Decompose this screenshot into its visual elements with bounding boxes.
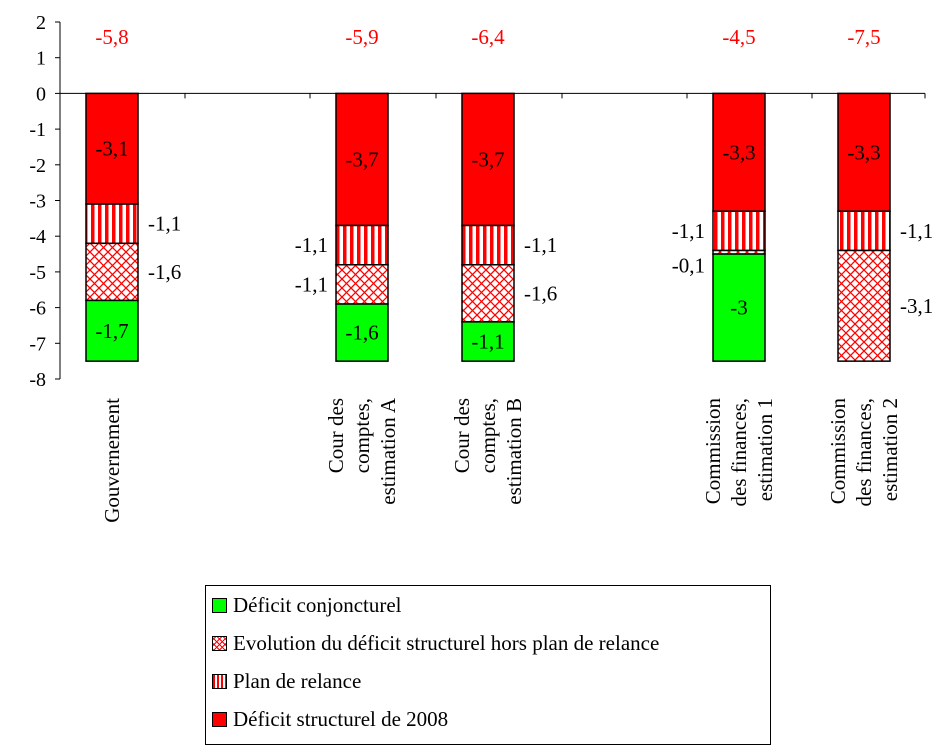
category-label-line: des finances, xyxy=(727,398,751,506)
total-label: -4,5 xyxy=(722,25,755,49)
y-tick-label: 1 xyxy=(36,48,46,70)
data-label: -1,1 xyxy=(295,272,328,296)
data-label: -3 xyxy=(730,296,748,320)
category-label-line: Commission xyxy=(701,398,725,505)
legend-label: Déficit structurel de 2008 xyxy=(233,706,449,731)
legend-item: Evolution du déficit structurel hors pla… xyxy=(212,629,659,657)
total-label: -6,4 xyxy=(471,25,505,49)
data-label: -3,1 xyxy=(900,294,933,318)
y-tick-label: -4 xyxy=(29,226,46,248)
category-label-line: comptes, xyxy=(350,398,374,473)
legend-item: Déficit structurel de 2008 xyxy=(212,705,448,733)
category-label: Cour des comptes, estimation A xyxy=(324,397,400,505)
bar-segment xyxy=(335,92,389,227)
bar-segment xyxy=(837,210,891,252)
data-label: -1,6 xyxy=(345,321,378,345)
category-label-line: Gouvernement xyxy=(100,398,124,523)
total-label: -5,8 xyxy=(95,25,128,49)
legend-label: Plan de relance xyxy=(233,668,362,693)
y-tick-label: 2 xyxy=(36,12,46,34)
data-label: -3,3 xyxy=(722,140,755,164)
total-label: -5,9 xyxy=(345,25,378,49)
category-label-line: Cour des xyxy=(324,398,348,473)
category-label-line: estimation 1 xyxy=(753,398,777,501)
category-label-line: comptes, xyxy=(476,398,500,473)
category-label: Cour des comptes, estimation B xyxy=(450,398,526,505)
data-label: -1,1 xyxy=(471,330,504,354)
chart: 2 1 0 -1 -2 -3 -4 -5 -6 -7 -8 -3,1 -1,1 -1,6 -1,7 -5,8… xyxy=(29,12,933,523)
category-label-line: des finances, xyxy=(852,398,876,506)
y-tick-label: -3 xyxy=(29,191,46,213)
total-label: -7,5 xyxy=(847,25,880,49)
legend: Déficit conjoncturel Evolution du déficit… xyxy=(205,585,771,745)
data-label: -0,1 xyxy=(672,253,705,277)
bar-segment xyxy=(461,92,515,227)
bar-segment xyxy=(85,92,139,205)
bar-segment xyxy=(85,203,139,245)
data-label: -1,1 xyxy=(672,219,705,243)
category-label-line: Cour des xyxy=(450,398,474,473)
bar-segment xyxy=(712,92,766,212)
bar-segment xyxy=(85,242,139,302)
bar-segment xyxy=(461,321,515,362)
data-label: -1,6 xyxy=(148,260,181,284)
legend-label: Déficit conjoncturel xyxy=(233,592,402,617)
bar-segment xyxy=(837,249,891,362)
bar-segment xyxy=(461,224,515,266)
data-label: -3,1 xyxy=(95,137,128,161)
category-label-line: estimation A xyxy=(376,397,400,505)
bar-segment xyxy=(461,264,515,323)
labels-layer: -3,1 -1,1 -1,6 -1,7 -5,8 Gouvernement -3,7 -1,1… xyxy=(95,25,933,523)
category-label: Commission des finances, estimation 2 xyxy=(826,398,902,507)
y-tick-label: -8 xyxy=(29,369,46,391)
bar-segment xyxy=(335,303,389,362)
bar-segment xyxy=(712,253,766,362)
y-tick-label: 0 xyxy=(36,83,46,105)
legend-item: Déficit conjoncturel xyxy=(212,591,402,619)
data-label: -3,7 xyxy=(471,147,504,171)
category-label-line: estimation B xyxy=(502,398,526,505)
category-label: Gouvernement xyxy=(100,398,124,523)
bar-segment xyxy=(335,264,389,305)
bars-layer xyxy=(85,92,891,362)
data-label: -1,1 xyxy=(524,233,557,257)
legend-swatch xyxy=(212,597,227,613)
y-tick-label: -7 xyxy=(29,333,46,355)
data-label: -1,1 xyxy=(295,233,328,257)
bar-segment xyxy=(837,92,891,212)
legend-label: Evolution du déficit structurel hors pla… xyxy=(233,630,660,655)
data-label: -1,7 xyxy=(95,319,128,343)
data-label: -3,3 xyxy=(847,140,880,164)
category-label: Commission des finances, estimation 1 xyxy=(701,398,777,507)
y-tick-label: -6 xyxy=(29,298,46,320)
chart-svg: 2 1 0 -1 -2 -3 -4 -5 -6 -7 -8 -3,1 -1,1 -1,6 -1,7 -5,8… xyxy=(29,12,933,523)
y-tick-label: -5 xyxy=(29,262,46,284)
category-label-line: Commission xyxy=(826,398,850,505)
y-tick-label: -1 xyxy=(29,119,46,141)
data-label: -1,6 xyxy=(524,281,557,305)
y-tick-label: -2 xyxy=(29,155,46,177)
data-label: -1,1 xyxy=(900,219,933,243)
category-label-line: estimation 2 xyxy=(878,398,902,501)
bar-segment xyxy=(85,299,139,362)
legend-swatch xyxy=(212,711,227,727)
legend-swatch xyxy=(212,635,227,651)
bar-segment xyxy=(712,210,766,252)
data-label: -1,1 xyxy=(148,212,181,236)
legend-swatch xyxy=(212,673,227,689)
legend-item: Plan de relance xyxy=(212,667,361,695)
bar-segment xyxy=(335,224,389,266)
data-label: -3,7 xyxy=(345,147,378,171)
